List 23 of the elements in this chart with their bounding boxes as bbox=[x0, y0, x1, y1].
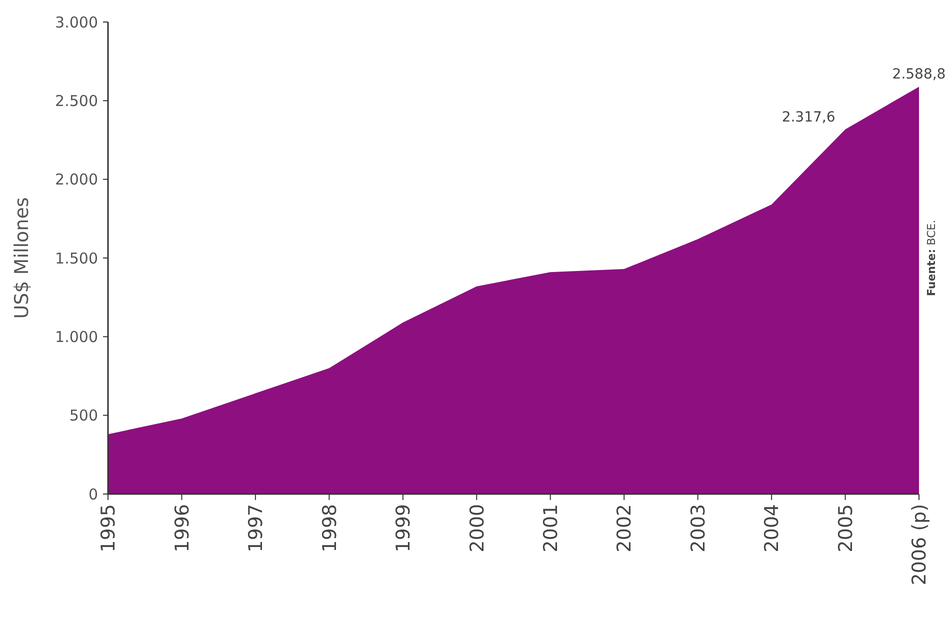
x-tick-label: 1996 bbox=[171, 504, 194, 552]
x-tick-label: 1997 bbox=[245, 504, 268, 552]
data-label: 2.588,8 bbox=[892, 66, 946, 83]
y-tick-label: 1.500 bbox=[55, 249, 98, 268]
y-axis-title: US$ Millones bbox=[11, 197, 33, 319]
data-label: 2.317,6 bbox=[782, 109, 836, 126]
y-tick-label: 2.000 bbox=[55, 170, 98, 189]
x-tick-label: 2003 bbox=[687, 504, 710, 552]
source-note: Fuente: BCE. bbox=[924, 220, 938, 296]
y-tick-label: 3.000 bbox=[55, 13, 98, 32]
x-tick-label: 2004 bbox=[761, 504, 784, 552]
x-tick-label: 1995 bbox=[98, 504, 120, 552]
x-tick-label: 1999 bbox=[392, 504, 415, 552]
x-tick-label: 1998 bbox=[318, 504, 341, 552]
y-tick-label: 0 bbox=[88, 485, 98, 504]
x-tick-label: 2006 (p) bbox=[908, 504, 931, 586]
x-tick-label: 2005 bbox=[834, 504, 857, 552]
y-tick-label: 2.500 bbox=[55, 92, 98, 110]
x-tick-label: 2002 bbox=[614, 504, 636, 552]
x-tick-label: 2001 bbox=[540, 504, 562, 552]
y-tick-label: 500 bbox=[69, 406, 98, 425]
y-tick-label: 1.000 bbox=[55, 328, 98, 346]
x-tick-label: 2000 bbox=[466, 504, 488, 552]
